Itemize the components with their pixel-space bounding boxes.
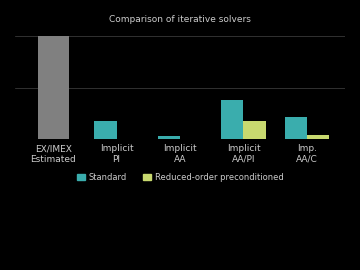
Legend: Standard, Reduced-order preconditioned: Standard, Reduced-order preconditioned [77,173,284,182]
Bar [221,100,243,139]
Bar [94,121,117,139]
Bar [285,117,307,139]
Bar [37,36,69,139]
Bar [307,135,329,139]
Title: Comparison of iterative solvers: Comparison of iterative solvers [109,15,251,24]
Bar [243,121,266,139]
Bar [158,136,180,139]
